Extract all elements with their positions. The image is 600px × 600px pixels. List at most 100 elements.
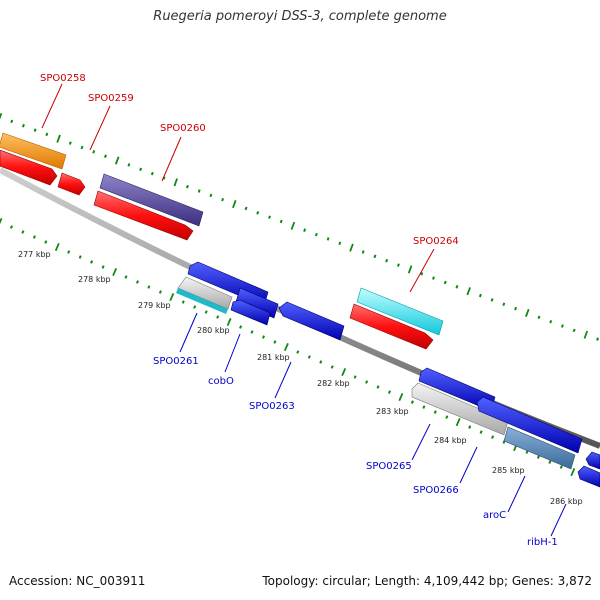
gene-unlabeled-reverse-2[interactable]: [476, 396, 583, 454]
inner-tick-row: [0, 217, 598, 484]
leader-ribh-1: [550, 503, 567, 537]
major-tick: [173, 178, 178, 187]
tick-label-281: 281 kbp: [257, 353, 290, 362]
genome-info-text: Topology: circular; Length: 4,109,442 bp…: [262, 574, 592, 588]
tick-label-286: 286 kbp: [550, 497, 583, 506]
major-tick: [455, 418, 461, 427]
minor-tick: [9, 225, 14, 229]
major-tick: [583, 330, 589, 339]
map-title: Ruegeria pomeroyi DSS-3, complete genome: [153, 9, 447, 24]
gene-label-spo0265: SPO0265: [366, 461, 412, 472]
minor-tick: [319, 360, 323, 364]
tick-label-285: 285 kbp: [492, 466, 525, 475]
leader-spo0259: [89, 105, 111, 151]
major-tick: [290, 221, 296, 230]
gene-label-spo0266: SPO0266: [413, 485, 459, 496]
minor-tick: [239, 325, 243, 329]
minor-tick: [361, 250, 365, 254]
accession-text: Accession: NC_003911: [9, 574, 146, 588]
minor-tick: [559, 465, 563, 469]
minor-tick: [396, 263, 400, 267]
major-tick: [54, 242, 60, 252]
minor-tick: [209, 193, 213, 198]
minor-tick: [502, 302, 506, 307]
minor-tick: [147, 285, 151, 289]
gene-spo0264-feature[interactable]: [349, 303, 434, 350]
minor-tick: [68, 141, 72, 145]
minor-tick: [67, 250, 71, 254]
leader-spo0263: [274, 361, 292, 399]
minor-tick: [158, 290, 162, 294]
gene-label-spo0264: SPO0264: [413, 236, 459, 247]
minor-tick: [21, 230, 25, 234]
minor-tick: [250, 330, 254, 334]
gene-aroc-feature[interactable]: [503, 426, 576, 470]
gene-cobo-feature[interactable]: [235, 287, 279, 319]
minor-tick: [103, 154, 107, 158]
minor-tick: [479, 430, 483, 434]
minor-tick: [92, 150, 96, 154]
major-tick: [407, 265, 413, 274]
leader-spo0265: [411, 423, 431, 461]
major-tick: [232, 199, 237, 209]
minor-tick: [21, 123, 25, 128]
minor-tick: [445, 415, 449, 419]
minor-tick: [162, 176, 166, 180]
minor-tick: [410, 400, 414, 404]
minor-tick: [514, 306, 518, 311]
minor-tick: [150, 171, 154, 176]
gene-unlabeled-forward-1[interactable]: [0, 149, 58, 186]
minor-tick: [303, 228, 307, 232]
minor-tick: [373, 254, 377, 259]
gene-spo0258-feature[interactable]: [0, 132, 67, 170]
tick-label-279: 279 kbp: [138, 301, 171, 310]
gene-label-aroc: aroC: [483, 510, 506, 521]
leader-spo0260: [161, 136, 182, 182]
minor-tick: [525, 450, 529, 454]
gene-unlabeled-reverse-3[interactable]: [585, 451, 600, 470]
gene-cobo-feature-2[interactable]: [230, 299, 271, 326]
tick-label-280: 280 kbp: [197, 326, 230, 335]
gene-label-cobo: cobO: [208, 376, 234, 387]
minor-tick: [216, 315, 220, 319]
minor-tick: [338, 241, 342, 246]
minor-tick: [572, 328, 576, 333]
gene-spo0261-feature[interactable]: [176, 276, 233, 314]
gene-spo0265-feature[interactable]: [418, 367, 496, 412]
minor-tick: [596, 337, 600, 341]
minor-tick: [279, 219, 283, 224]
minor-tick: [181, 300, 185, 304]
minor-tick: [256, 211, 260, 215]
major-tick: [349, 243, 354, 252]
minor-tick: [560, 324, 564, 328]
minor-tick: [548, 460, 552, 464]
tick-label-277: 277 kbp: [18, 250, 51, 259]
minor-tick: [549, 319, 553, 324]
leader-spo0266: [459, 446, 478, 484]
tick-label-278: 278 kbp: [78, 275, 111, 284]
minor-tick: [353, 375, 357, 379]
minor-tick: [273, 340, 277, 344]
gene-spo0259-feature[interactable]: [57, 172, 86, 196]
gene-spo0263-feature[interactable]: [278, 301, 345, 341]
minor-tick: [101, 265, 105, 269]
major-tick: [169, 293, 175, 302]
minor-tick: [537, 315, 541, 320]
gene-spo0260-feature[interactable]: [93, 190, 194, 241]
gene-ribh-1-feature[interactable]: [577, 465, 600, 488]
leader-aroc: [507, 475, 526, 513]
minor-tick: [261, 335, 266, 339]
minor-tick: [127, 163, 131, 167]
gene-spo0260-feature-purple[interactable]: [99, 173, 204, 227]
minor-tick: [221, 197, 225, 202]
minor-tick: [185, 184, 189, 189]
gene-spo0264-feature-cyan[interactable]: [356, 287, 444, 336]
minor-tick: [124, 275, 128, 279]
leader-spo0258: [41, 83, 63, 129]
minor-tick: [491, 435, 495, 439]
major-tick: [112, 268, 118, 277]
major-tick: [283, 343, 289, 352]
minor-tick: [478, 293, 482, 298]
minor-tick: [468, 425, 472, 429]
